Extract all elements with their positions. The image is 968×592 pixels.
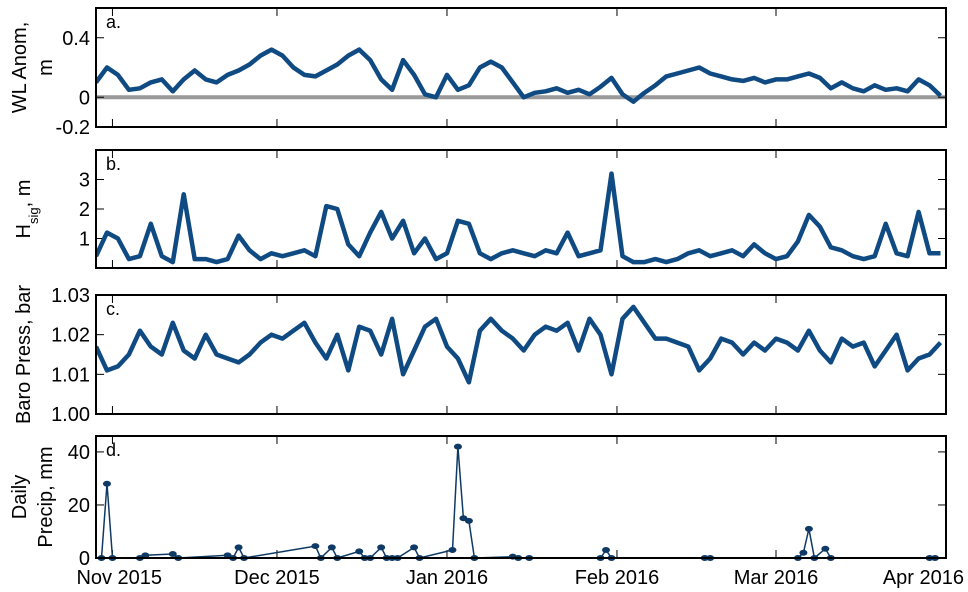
data-point [327,544,336,551]
y-tick-label: 1.02 [51,325,90,347]
panel: 0 20 40 Nov 2015 Dec 2015 Jan 2016 Feb 2016 Mar… [9,435,964,589]
y-tick-label: 0 [79,87,90,109]
data-point [168,551,177,558]
panel-label: a. [106,12,121,32]
data-point [377,544,386,551]
data-point [410,544,419,551]
x-tick-label: Feb 2016 [575,567,660,589]
axes-box [95,7,947,128]
y-axis-label-part: sig [26,207,41,224]
y-tick-label: -0.2 [56,117,90,139]
y-tick-label: 20 [68,495,90,517]
x-tick-label: Nov 2015 [76,567,162,589]
y-tick-label: 1.00 [51,404,90,426]
y-axis-label: Precip, mm [35,446,57,547]
data-point [141,552,150,559]
data-point [448,547,457,554]
data-line [100,445,935,558]
data-point [234,544,243,551]
panel: -0.2 0 0.4 a. WL Anom, m [9,7,947,139]
y-tick-label: 3 [79,170,90,192]
panel: 1 2 3 b. Hsig, m [13,149,947,269]
data-point [799,549,808,556]
data-point [464,517,473,524]
data-line [96,171,941,265]
y-axis-label: Hsig, m [13,180,41,239]
panel-label: b. [106,154,121,174]
data-point [102,480,111,487]
data-line [96,47,943,104]
panel-label: d. [106,440,121,460]
y-tick-label: 1.01 [51,364,90,386]
data-point [311,543,320,550]
x-tick-label: Mar 2016 [734,567,819,589]
x-tick-label: Apr 2016 [883,567,964,589]
y-tick-label: 1.03 [51,285,90,307]
axes-box [95,435,947,559]
axes-box [95,149,947,269]
y-tick-label: 1 [79,229,90,251]
axes-box [95,294,947,415]
y-tick-label: 2 [79,199,90,221]
data-point [821,545,830,552]
data-point [804,525,813,532]
data-point [453,443,462,450]
y-axis-label: Baro Press, bar [13,285,35,424]
y-tick-label: 0.4 [62,28,90,50]
panel-label: c. [106,299,120,319]
y-tick-label: 40 [68,442,90,464]
y-axis-label: WL Anom, [9,22,31,114]
y-tick-label: 0 [79,548,90,570]
y-axis-label: Daily [9,475,31,519]
y-axis-label-part: , m [13,180,35,208]
x-tick-label: Jan 2016 [406,567,488,589]
y-axis-label: m [35,59,57,76]
y-axis-label-part: H [13,224,35,238]
data-point [602,547,610,554]
data-line [96,304,943,385]
data-point [355,548,364,555]
panel: 1.00 1.01 1.02 1.03 c. Baro Press, bar [13,285,947,426]
x-tick-label: Dec 2015 [234,567,320,589]
